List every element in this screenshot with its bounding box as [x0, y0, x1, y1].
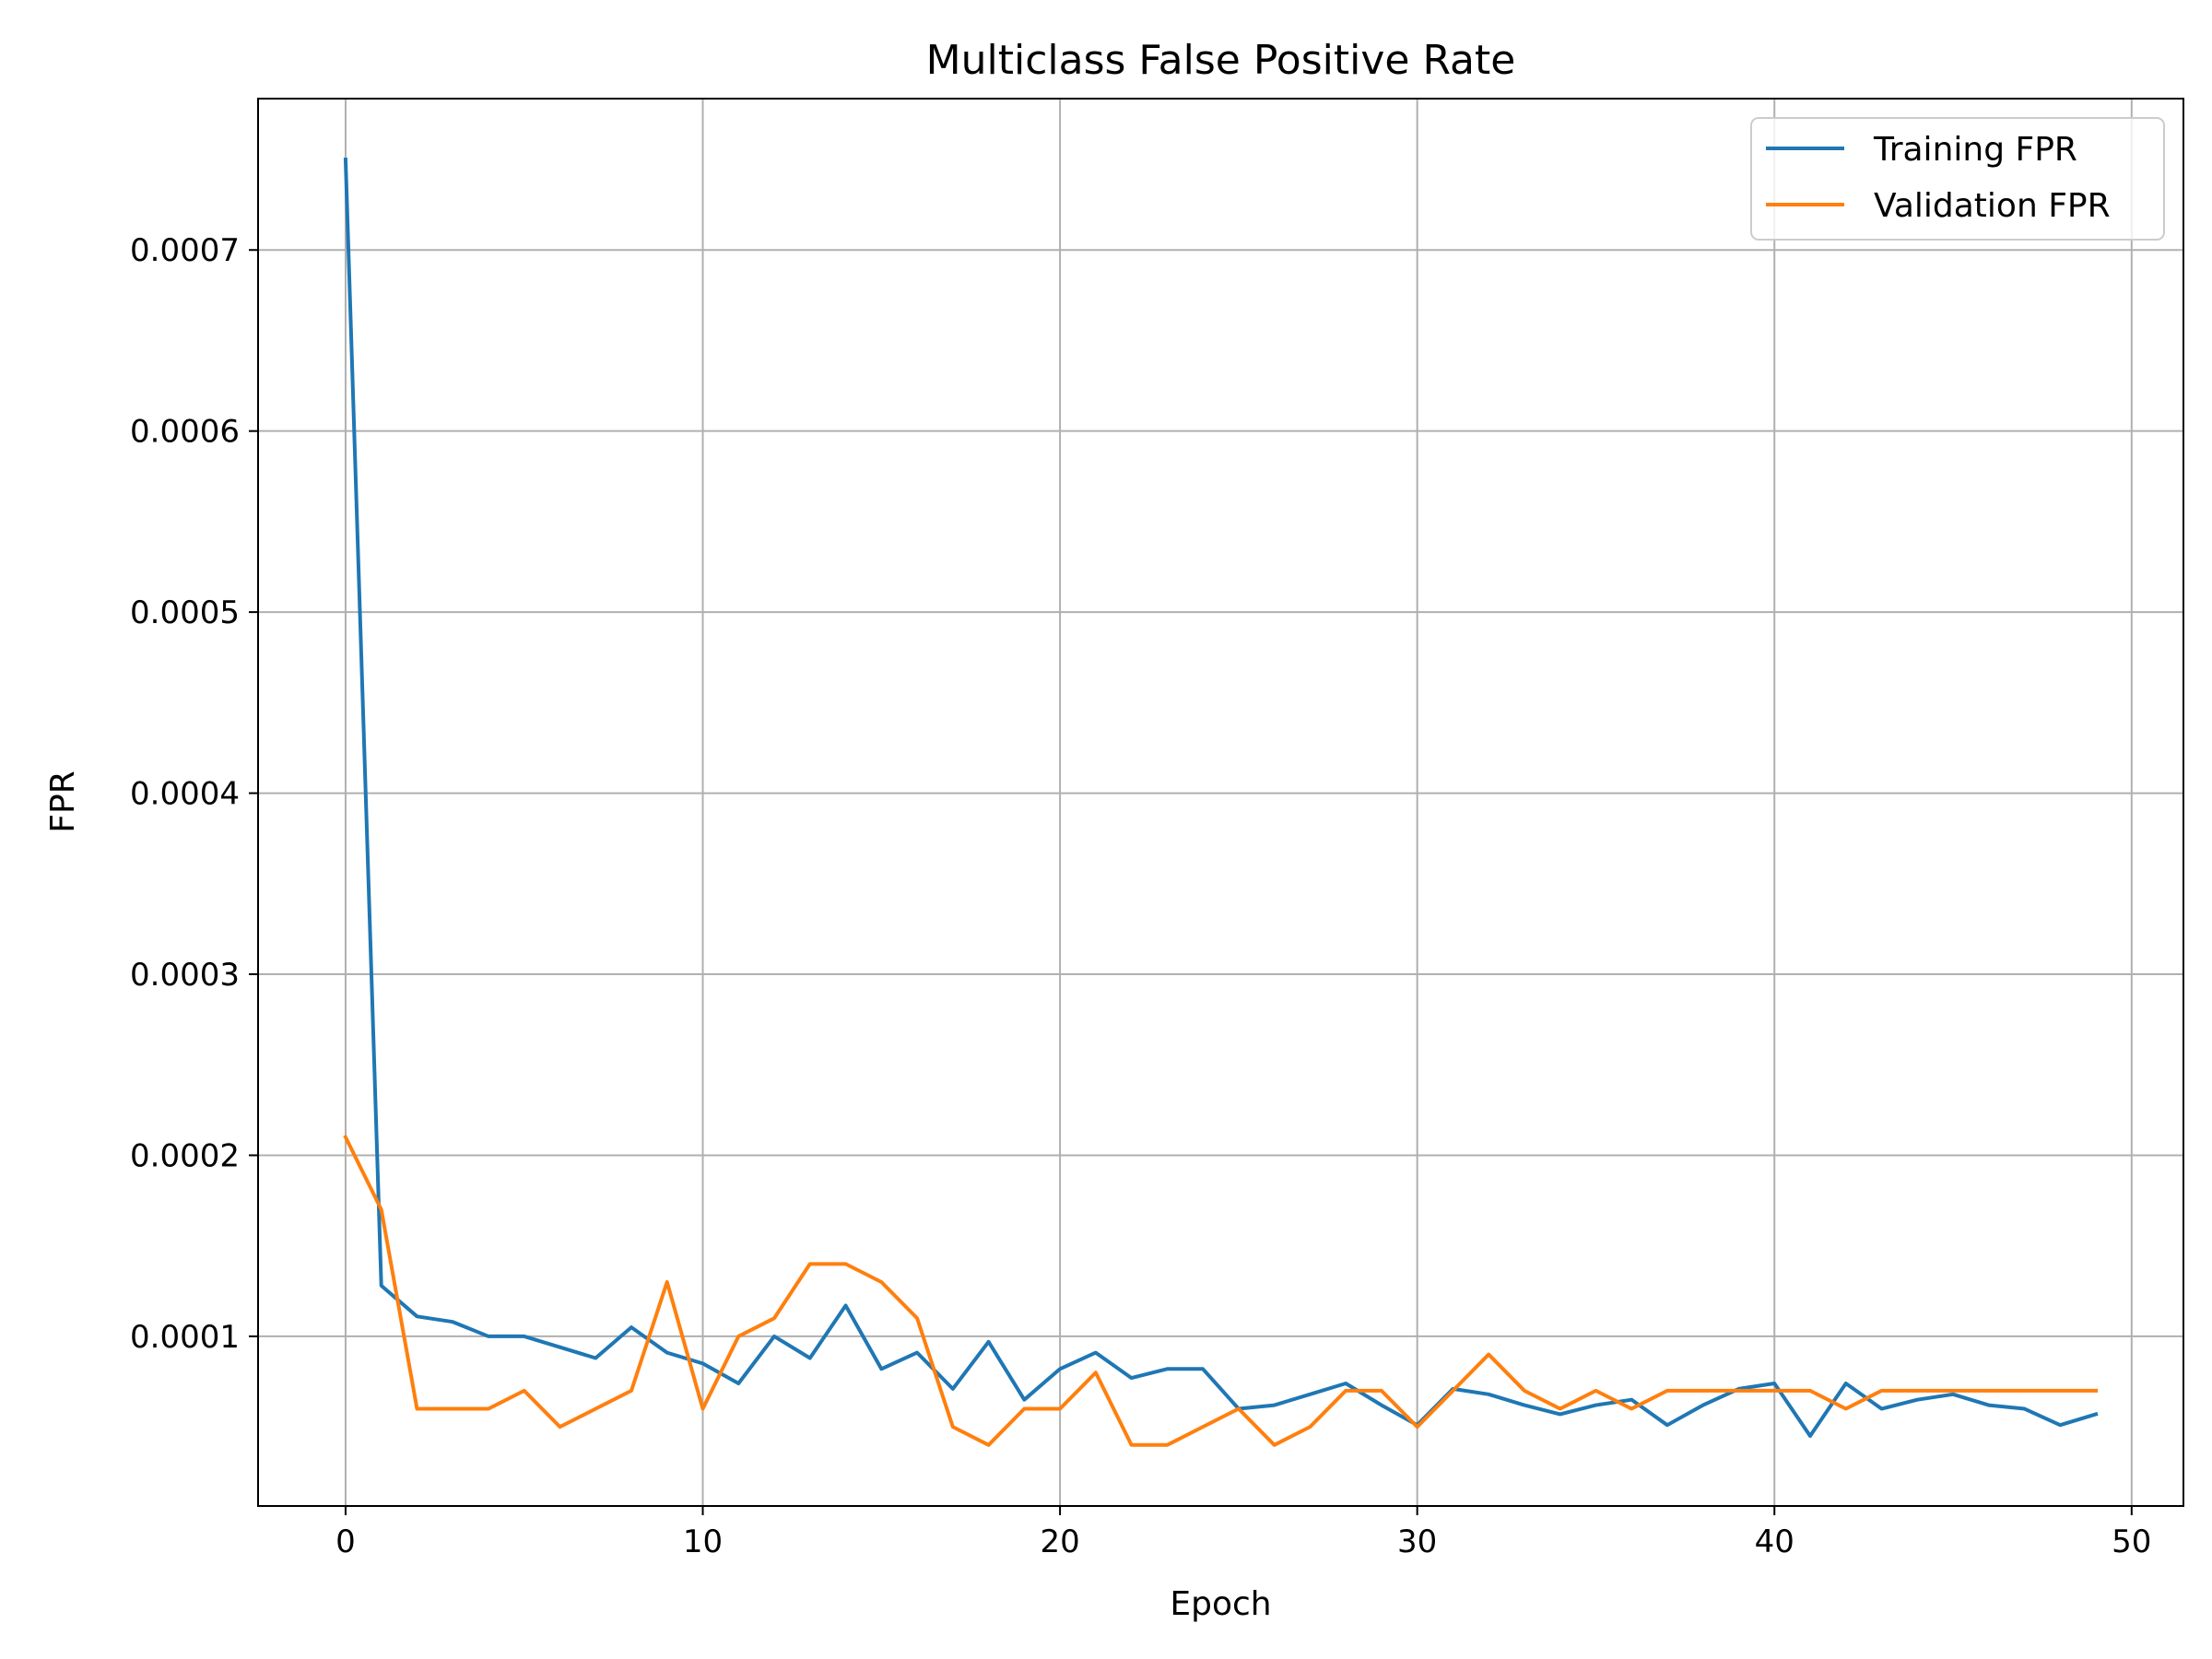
series-line-training	[343, 157, 2099, 1438]
legend: Training FPR Validation FPR	[1750, 117, 2165, 241]
x-tick-label: 50	[2112, 1524, 2151, 1560]
x-axis-label: Epoch	[1170, 1585, 1271, 1623]
y-axis: 0.0001 0.0002 0.0003 0.0004 0.0005 0.0006 0.00…	[130, 232, 258, 1356]
y-axis-label: FPR	[44, 771, 82, 832]
y-tick-label: 0.0007	[130, 232, 240, 269]
y-tick-label: 0.0002	[130, 1137, 240, 1174]
legend-box	[1750, 117, 2165, 241]
legend-label-training: Training FPR	[1873, 131, 2077, 169]
chart-title: Multiclass False Positive Rate	[926, 37, 1516, 84]
plot-frame	[257, 98, 2184, 1507]
x-tick-label: 20	[1040, 1524, 1079, 1560]
series-lines	[343, 157, 2099, 1447]
x-axis: 0 10 20 30 40 50	[335, 1506, 2151, 1560]
x-tick-label: 40	[1755, 1524, 1794, 1560]
series-line-validation	[343, 1135, 2099, 1447]
y-tick-label: 0.0003	[130, 957, 240, 994]
y-tick-label: 0.0005	[130, 594, 240, 631]
grid	[258, 99, 2183, 1506]
x-tick-label: 0	[335, 1524, 356, 1560]
x-tick-label: 10	[683, 1524, 723, 1560]
y-tick-label: 0.0006	[130, 414, 240, 451]
legend-label-validation: Validation FPR	[1874, 187, 2111, 225]
x-tick-label: 30	[1397, 1524, 1437, 1560]
y-tick-label: 0.0004	[130, 776, 240, 813]
y-tick-label: 0.0001	[130, 1319, 240, 1356]
